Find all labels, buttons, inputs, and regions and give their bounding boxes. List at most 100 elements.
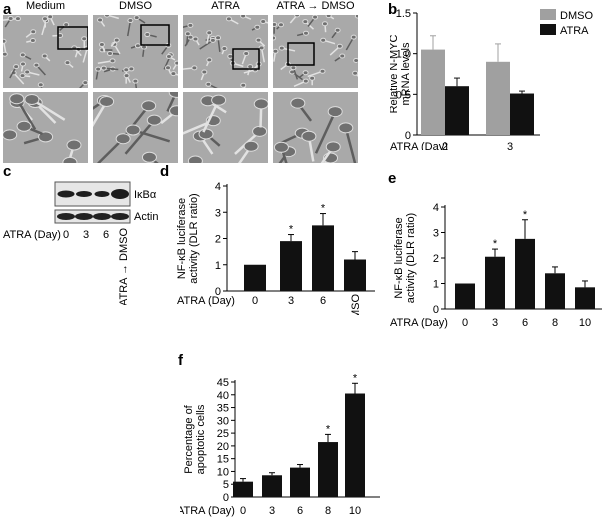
lane-label: 0 xyxy=(63,229,69,241)
cell-body xyxy=(41,16,48,22)
cell-body xyxy=(352,70,358,76)
y-tick-label: 3 xyxy=(215,207,221,219)
cell-process xyxy=(15,98,37,130)
y-tick-label: 0 xyxy=(215,286,221,298)
cell-body xyxy=(243,140,259,152)
cell-body xyxy=(3,51,8,57)
y-tick-label: 1.0 xyxy=(396,49,411,61)
cell-body xyxy=(169,105,178,117)
cell-body xyxy=(327,106,343,118)
lane-label-atra-dmso: ATRA → DMSO xyxy=(118,228,130,305)
micrograph-overview-3 xyxy=(183,15,268,88)
cell-body xyxy=(64,60,71,66)
panel-f-letter: f xyxy=(178,352,183,369)
y-tick-label: 15 xyxy=(217,454,229,466)
cell-body xyxy=(350,34,357,40)
significance-marker: * xyxy=(493,238,498,250)
cell-body xyxy=(319,68,326,74)
y-axis-label-line1: Relative N-MYC xyxy=(390,35,400,114)
band-actin xyxy=(111,213,129,220)
cell-body xyxy=(98,42,105,48)
cell-process xyxy=(67,144,76,163)
band-actin xyxy=(57,213,75,220)
cell-body xyxy=(81,36,88,42)
x-tick-label: 0 xyxy=(252,295,258,307)
y-tick-label: 4 xyxy=(215,181,221,193)
x-tick-label: 0 xyxy=(462,317,468,329)
cell-process xyxy=(314,111,337,154)
cell-body xyxy=(19,52,26,58)
cell-body xyxy=(294,15,301,18)
y-tick-label: 3 xyxy=(433,228,439,240)
x-tick-label: 3 xyxy=(507,141,513,150)
cell-body xyxy=(24,93,40,105)
micrograph-texture xyxy=(93,92,178,163)
cell-body xyxy=(62,156,78,163)
x-tick-label: 3 xyxy=(269,505,275,517)
panel-d-letter: d xyxy=(160,163,170,180)
cell-body xyxy=(253,98,268,110)
cell-body xyxy=(7,15,14,21)
micrograph-zoom-2 xyxy=(93,92,178,163)
cell-body xyxy=(170,71,177,77)
cell-body xyxy=(227,53,234,59)
cell-process xyxy=(344,127,357,163)
cell-body xyxy=(211,94,227,106)
cell-body xyxy=(215,35,222,41)
chart-b: 0 0.5 1.0 1.5 Relative N-MYCmRNA levels 2 3 ATR… xyxy=(390,8,593,150)
cell-body xyxy=(168,92,178,98)
cell-body xyxy=(302,19,309,25)
band-ikba xyxy=(76,191,92,197)
micrograph-zoom-1 xyxy=(3,92,88,163)
y-tick-label: 40 xyxy=(217,390,229,402)
cell-body xyxy=(99,95,115,107)
cell-body xyxy=(209,37,216,43)
cell-body xyxy=(29,38,36,44)
panel-b-letter: b xyxy=(388,1,398,18)
cell-body xyxy=(14,16,21,22)
cell-body xyxy=(16,120,32,132)
cell-process xyxy=(202,99,220,133)
cell-process xyxy=(93,100,108,128)
cell-body xyxy=(132,78,139,84)
x-tick-label: 3 xyxy=(288,295,294,307)
micrograph-texture xyxy=(273,15,358,88)
x-axis-label: ATRA (Day) xyxy=(180,505,235,517)
significance-marker: * xyxy=(523,209,528,221)
cell-body xyxy=(33,62,40,68)
micrograph-texture xyxy=(183,15,268,88)
cell-body xyxy=(277,22,284,28)
cell-body xyxy=(3,129,18,141)
lane-label: 6 xyxy=(103,229,109,241)
chart-e: 0 1 2 3 4 NF-κB luciferaseactivity (DLR ratio… xyxy=(390,202,602,329)
cell-body xyxy=(95,66,102,72)
cell-body xyxy=(278,45,285,51)
cell-body xyxy=(3,38,7,44)
y-axis-label: Relative N-MYCmRNA levels xyxy=(390,35,412,114)
cell-body xyxy=(144,32,151,38)
x-axis-label: ATRA (Day) xyxy=(177,295,235,307)
cell-body xyxy=(206,30,213,36)
x-tick-label: 10 xyxy=(349,505,361,517)
y-tick-label: 35 xyxy=(217,403,229,415)
cell-body xyxy=(128,66,135,72)
micrograph-texture xyxy=(95,15,178,88)
y-axis-label-line1: Percentage of xyxy=(183,404,195,473)
cell-body xyxy=(273,141,289,153)
x-axis-label: ATRA (Day) xyxy=(390,317,448,329)
x-tick-label: 2 xyxy=(442,141,448,150)
cell-process xyxy=(124,119,156,155)
bar xyxy=(344,259,366,291)
micrograph-zoom-3 xyxy=(183,92,268,163)
cell-body xyxy=(309,75,316,81)
zoom-region-box xyxy=(57,26,88,50)
bar-atra xyxy=(510,93,534,135)
bar-atra xyxy=(445,86,469,135)
micro-title-atra-dmso: ATRA → DMSO xyxy=(276,0,355,12)
y-tick-label: 0 xyxy=(405,130,411,142)
cell-body xyxy=(166,53,173,59)
micrograph-texture xyxy=(3,15,88,88)
bar xyxy=(485,256,505,309)
cell-body xyxy=(240,82,247,88)
cell-body xyxy=(273,48,279,54)
